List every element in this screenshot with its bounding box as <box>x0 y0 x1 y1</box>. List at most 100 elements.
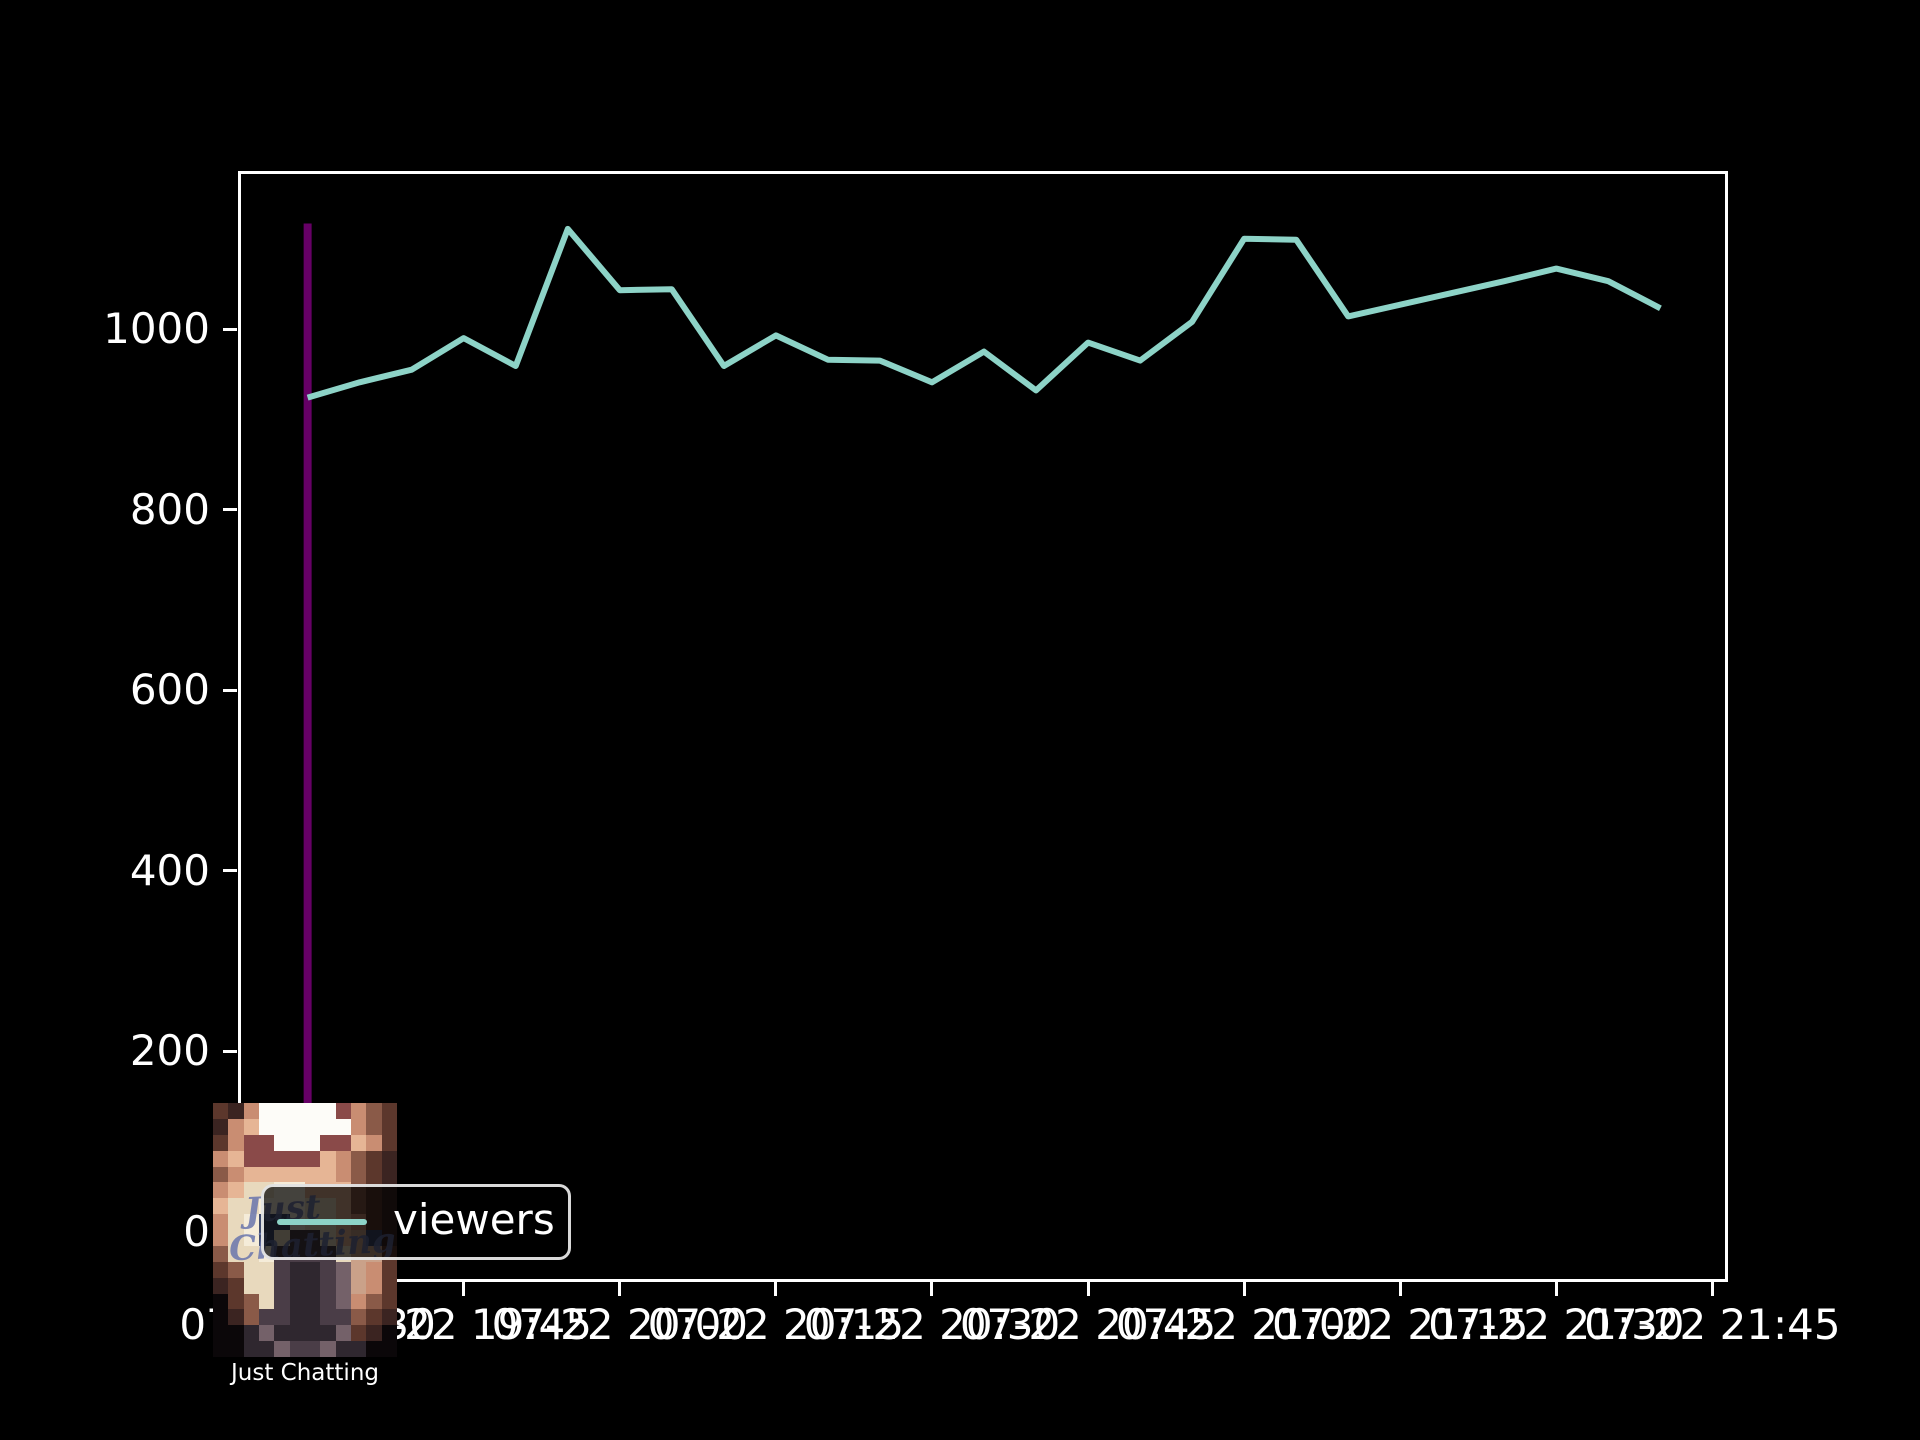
box-art-pixel <box>228 1341 244 1357</box>
box-art-pixel <box>351 1278 366 1294</box>
box-art-pixel <box>382 1103 397 1119</box>
box-art-pixel <box>259 1135 274 1151</box>
box-art-pixel <box>228 1230 244 1246</box>
box-art-pixel <box>290 1151 305 1167</box>
box-art-pixel <box>320 1103 336 1119</box>
box-art-pixel <box>213 1230 228 1246</box>
box-art-pixel <box>228 1246 244 1262</box>
box-art-pixel <box>305 1119 320 1135</box>
box-art-pixel <box>274 1119 290 1135</box>
y-tick-mark <box>223 869 237 873</box>
x-tick-mark <box>462 1282 466 1296</box>
box-art-pixel <box>213 1167 228 1182</box>
y-tick-label: 400 <box>129 845 210 895</box>
box-art-pixel <box>228 1309 244 1325</box>
box-art-pixel <box>320 1151 336 1167</box>
box-art-pixel <box>351 1309 366 1325</box>
box-art-pixel <box>274 1278 290 1294</box>
box-art-pixel <box>274 1341 290 1357</box>
box-art-pixel <box>213 1294 228 1309</box>
box-art-pixel <box>336 1135 351 1151</box>
box-art-pixel <box>351 1119 366 1135</box>
box-art-pixel <box>259 1151 274 1167</box>
box-art-pixel <box>351 1262 366 1278</box>
x-tick-mark <box>774 1282 778 1296</box>
box-art-pixel <box>366 1325 382 1341</box>
box-art-pixel <box>259 1262 274 1278</box>
box-art-pixel <box>366 1119 382 1135</box>
plot-area <box>238 171 1728 1282</box>
box-art-pixel <box>305 1167 320 1182</box>
x-tick-mark <box>1554 1282 1558 1296</box>
x-tick-label: 07-22 20:15 <box>647 1300 905 1349</box>
y-tick-label: 1000 <box>103 304 210 354</box>
box-art-pixel <box>244 1294 259 1309</box>
x-tick-label: 07-22 20:30 <box>803 1300 1061 1349</box>
box-art-pixel <box>259 1341 274 1357</box>
box-art-pixel <box>274 1103 290 1119</box>
box-art-pixel <box>290 1309 305 1325</box>
box-art-pixel <box>290 1294 305 1309</box>
box-art-pixel <box>244 1182 259 1198</box>
box-art-pixel <box>244 1341 259 1357</box>
box-art-pixel <box>290 1325 305 1341</box>
box-art-pixel <box>244 1167 259 1182</box>
box-art-pixel <box>382 1135 397 1151</box>
box-art-pixel <box>259 1103 274 1119</box>
box-art-pixel <box>213 1151 228 1167</box>
box-art-pixel <box>213 1262 228 1278</box>
box-art-pixel <box>244 1278 259 1294</box>
box-art-pixel <box>382 1309 397 1325</box>
box-art-pixel <box>228 1294 244 1309</box>
box-art-pixel <box>213 1214 228 1230</box>
box-art-pixel <box>366 1341 382 1357</box>
box-art-pixel <box>351 1294 366 1309</box>
box-art-pixel <box>336 1294 351 1309</box>
box-art-pixel <box>351 1151 366 1167</box>
y-tick-mark <box>223 688 237 692</box>
box-art-pixel <box>244 1103 259 1119</box>
box-art-pixel <box>259 1278 274 1294</box>
y-tick-mark <box>223 327 237 331</box>
box-art-pixel <box>290 1135 305 1151</box>
box-art-pixel <box>259 1119 274 1135</box>
box-art-pixel <box>274 1262 290 1278</box>
box-art-pixel <box>351 1325 366 1341</box>
box-art-pixel <box>336 1341 351 1357</box>
box-art-pixel <box>305 1151 320 1167</box>
box-art-pixel <box>351 1135 366 1151</box>
x-tick-mark <box>1398 1282 1402 1296</box>
box-art-pixel <box>274 1167 290 1182</box>
box-art-pixel <box>213 1135 228 1151</box>
box-art-pixel <box>213 1341 228 1357</box>
box-art-pixel <box>320 1294 336 1309</box>
box-art-pixel <box>336 1151 351 1167</box>
y-tick-mark <box>223 1049 237 1053</box>
box-art-pixel <box>244 1230 259 1246</box>
y-tick-label: 600 <box>129 665 210 715</box>
box-art-pixel <box>290 1262 305 1278</box>
box-art-pixel <box>336 1167 351 1182</box>
viewers-series-line <box>306 225 1662 401</box>
box-art-pixel <box>290 1278 305 1294</box>
box-art-pixel <box>274 1294 290 1309</box>
box-art-pixel <box>213 1246 228 1262</box>
x-tick-label: 07-22 21:30 <box>1428 1300 1685 1349</box>
box-art-pixel <box>244 1309 259 1325</box>
box-art-pixel <box>213 1119 228 1135</box>
box-art-pixel <box>320 1325 336 1341</box>
box-art-pixel <box>366 1167 382 1182</box>
box-art-pixel <box>274 1135 290 1151</box>
box-art-pixel <box>320 1119 336 1135</box>
box-art-pixel <box>336 1103 351 1119</box>
box-art-pixel <box>259 1167 274 1182</box>
box-art-pixel <box>320 1135 336 1151</box>
box-art-pixel <box>290 1103 305 1119</box>
box-art-pixel <box>228 1182 244 1198</box>
box-art-pixel <box>213 1309 228 1325</box>
box-art-pixel <box>259 1294 274 1309</box>
box-art-pixel <box>382 1341 397 1357</box>
box-art-pixel <box>228 1214 244 1230</box>
box-art-pixel <box>244 1198 259 1214</box>
